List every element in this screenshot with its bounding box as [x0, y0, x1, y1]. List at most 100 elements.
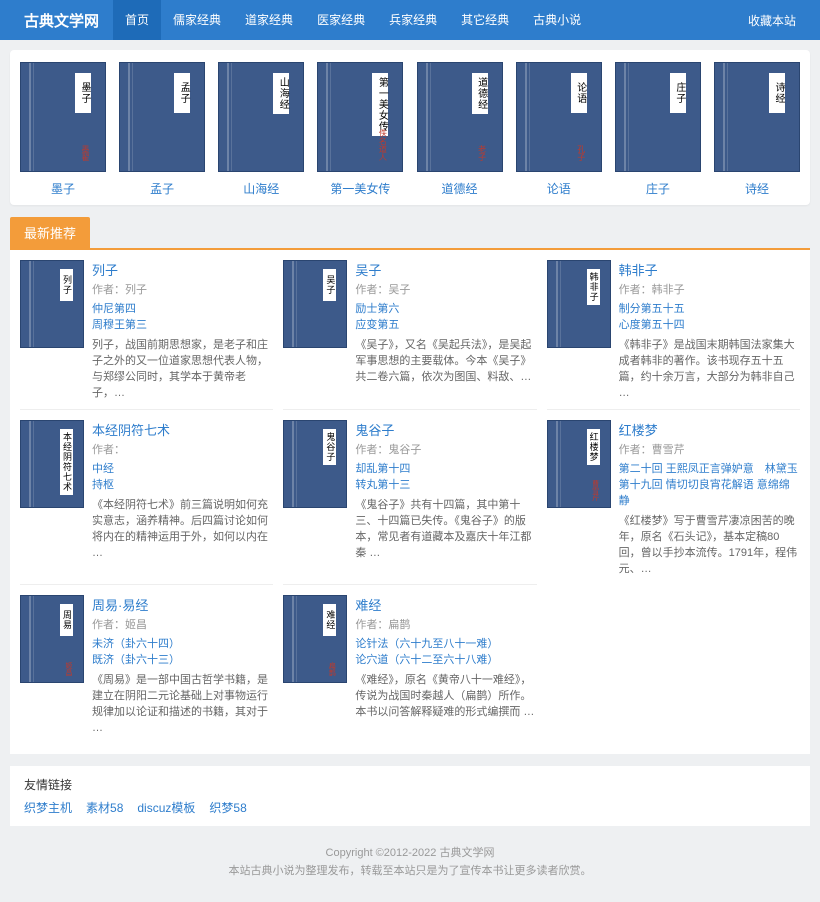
site-logo[interactable]: 古典文学网 [10, 10, 113, 31]
book-cover[interactable]: 墨子墨翟 [20, 62, 106, 172]
card-author: 作者：扁鹊 [355, 616, 536, 632]
nav-item[interactable]: 儒家经典 [161, 0, 233, 40]
carousel-item: 论语孔子论语 [514, 62, 604, 197]
card-desc: 《周易》是一部中国古哲学书籍，是建立在阴阳二元论基础上对事物运行规律加以论证和描… [92, 672, 273, 736]
friends-links: 织梦主机素材58 discuz模板织梦58 [24, 799, 796, 816]
friend-link[interactable]: discuz模板 [137, 799, 195, 816]
book-label: 孟子 [174, 73, 190, 113]
book-cover[interactable]: 周易姬昌 [20, 595, 84, 683]
card-desc: 《本经阴符七术》前三篇说明如何充实意志，涵养精神。后四篇讨论如何将内在的精神运用… [92, 497, 273, 561]
nav-item[interactable]: 首页 [113, 0, 161, 40]
carousel-item: 庄子庄子 [613, 62, 703, 197]
carousel-title[interactable]: 山海经 [216, 180, 306, 197]
carousel-title[interactable]: 第一美女传 [315, 180, 405, 197]
book-cover[interactable]: 列子 [20, 260, 84, 348]
book-cover[interactable]: 孟子 [119, 62, 205, 172]
card-author: 作者： [92, 441, 273, 457]
book-cover[interactable]: 难经扁鹊 [283, 595, 347, 683]
card-author: 作者：吴子 [355, 281, 536, 297]
book-author-tag: 墨翟 [80, 145, 91, 161]
chapter-link[interactable]: 周穆王第三 [92, 317, 273, 333]
book-card: 难经扁鹊难经作者：扁鹊论针法（六十九至八十一难）论穴道（六十二至六十八难）《难经… [283, 595, 536, 744]
chapter-link[interactable]: 持枢 [92, 477, 273, 493]
card-desc: 列子，战国前期思想家，是老子和庄子之外的又一位道家思想代表人物，与郑缪公同时，其… [92, 337, 273, 401]
carousel-item: 第一美女传佚名道人第一美女传 [315, 62, 405, 197]
book-cover[interactable]: 第一美女传佚名道人 [317, 62, 403, 172]
book-cover[interactable]: 诗经 [714, 62, 800, 172]
card-title[interactable]: 韩非子 [619, 260, 800, 279]
chapter-link[interactable]: 第二十回 王熙凤正言弹妒意 林黛玉 [619, 461, 800, 477]
card-title[interactable]: 列子 [92, 260, 273, 279]
book-cover[interactable]: 论语孔子 [516, 62, 602, 172]
card-links: 第二十回 王熙凤正言弹妒意 林黛玉第十九回 情切切良宵花解语 意绵绵静 [619, 461, 800, 509]
nav-item[interactable]: 道家经典 [233, 0, 305, 40]
carousel-item: 墨子墨翟墨子 [18, 62, 108, 197]
book-cover[interactable]: 道德经老子 [417, 62, 503, 172]
book-label: 红楼梦 [587, 429, 600, 465]
carousel-title[interactable]: 墨子 [18, 180, 108, 197]
chapter-link[interactable]: 论针法（六十九至八十一难） [355, 636, 536, 652]
card-links: 未济（卦六十四）既济（卦六十三） [92, 636, 273, 668]
book-cover[interactable]: 鬼谷子 [283, 420, 347, 508]
card-title[interactable]: 红楼梦 [619, 420, 800, 439]
card-desc: 《韩非子》是战国末期韩国法家集大成者韩非的著作。该书现存五十五篇，约十余万言，大… [619, 337, 800, 401]
friend-link[interactable]: 织梦58 [209, 799, 246, 816]
chapter-link[interactable]: 既济（卦六十三） [92, 652, 273, 668]
friend-link[interactable]: 素材58 [86, 799, 123, 816]
chapter-link[interactable]: 论穴道（六十二至六十八难） [355, 652, 536, 668]
book-label: 韩非子 [587, 269, 600, 305]
book-cover[interactable]: 庄子 [615, 62, 701, 172]
disclaimer: 本站古典小说为整理发布，转载至本站只是为了宣传本书让更多读者欣赏。 [0, 862, 820, 880]
header: 古典文学网 首页儒家经典道家经典医家经典兵家经典其它经典古典小说 收藏本站 [0, 0, 820, 40]
copyright: Copyright ©2012-2022 古典文学网 [0, 844, 820, 862]
recommend-section: 最新推荐 列子列子作者：列子仲尼第四周穆王第三列子，战国前期思想家，是老子和庄子… [10, 217, 810, 754]
card-title[interactable]: 周易·易经 [92, 595, 273, 614]
book-label: 山海经 [273, 73, 289, 114]
book-carousel: 墨子墨翟墨子孟子孟子山海经山海经第一美女传佚名道人第一美女传道德经老子道德经论语… [10, 50, 810, 205]
card-info: 列子作者：列子仲尼第四周穆王第三列子，战国前期思想家，是老子和庄子之外的又一位道… [92, 260, 273, 401]
card-title[interactable]: 吴子 [355, 260, 536, 279]
nav-item[interactable]: 兵家经典 [377, 0, 449, 40]
chapter-link[interactable]: 制分第五十五 [619, 301, 800, 317]
book-label: 本经阴符七术 [60, 429, 73, 495]
book-label: 论语 [571, 73, 587, 113]
carousel-title[interactable]: 诗经 [712, 180, 802, 197]
book-author-tag: 姬昌 [63, 662, 73, 676]
chapter-link[interactable]: 却乱第十四 [355, 461, 536, 477]
book-cover[interactable]: 韩非子 [547, 260, 611, 348]
nav-item[interactable]: 医家经典 [305, 0, 377, 40]
chapter-link[interactable]: 心度第五十四 [619, 317, 800, 333]
nav-item[interactable]: 古典小说 [521, 0, 593, 40]
book-author-tag: 扁鹊 [326, 662, 336, 676]
carousel-item: 诗经诗经 [712, 62, 802, 197]
carousel-title[interactable]: 论语 [514, 180, 604, 197]
carousel-title[interactable]: 庄子 [613, 180, 703, 197]
book-cover[interactable]: 红楼梦曹雪芹 [547, 420, 611, 508]
chapter-link[interactable]: 第十九回 情切切良宵花解语 意绵绵静 [619, 477, 800, 509]
carousel-title[interactable]: 孟子 [117, 180, 207, 197]
card-title[interactable]: 难经 [355, 595, 536, 614]
friend-link[interactable]: 织梦主机 [24, 799, 72, 816]
chapter-link[interactable]: 中经 [92, 461, 273, 477]
chapter-link[interactable]: 转丸第十三 [355, 477, 536, 493]
chapter-link[interactable]: 仲尼第四 [92, 301, 273, 317]
card-title[interactable]: 鬼谷子 [355, 420, 536, 439]
chapter-link[interactable]: 未济（卦六十四） [92, 636, 273, 652]
book-cover[interactable]: 吴子 [283, 260, 347, 348]
favorite-link[interactable]: 收藏本站 [734, 12, 810, 29]
book-label: 难经 [323, 604, 336, 636]
card-title[interactable]: 本经阴符七术 [92, 420, 273, 439]
book-label: 列子 [60, 269, 73, 301]
book-label: 诗经 [769, 73, 785, 113]
carousel-title[interactable]: 道德经 [415, 180, 505, 197]
book-card: 列子列子作者：列子仲尼第四周穆王第三列子，战国前期思想家，是老子和庄子之外的又一… [20, 260, 273, 410]
book-cover[interactable]: 山海经 [218, 62, 304, 172]
main-nav: 首页儒家经典道家经典医家经典兵家经典其它经典古典小说 [113, 0, 734, 40]
chapter-link[interactable]: 应变第五 [355, 317, 536, 333]
chapter-link[interactable]: 励士第六 [355, 301, 536, 317]
book-cover[interactable]: 本经阴符七术 [20, 420, 84, 508]
card-info: 周易·易经作者：姬昌未济（卦六十四）既济（卦六十三）《周易》是一部中国古哲学书籍… [92, 595, 273, 736]
nav-item[interactable]: 其它经典 [449, 0, 521, 40]
card-links: 励士第六应变第五 [355, 301, 536, 333]
book-author-tag: 曹雪芹 [590, 480, 600, 501]
